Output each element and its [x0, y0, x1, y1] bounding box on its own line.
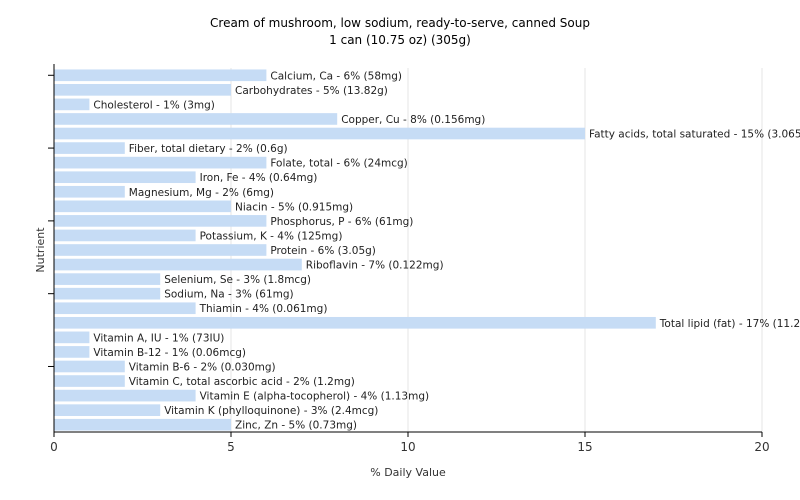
bar-label: Sodium, Na - 3% (61mg) — [164, 289, 293, 301]
bar-label: Calcium, Ca - 6% (58mg) — [270, 70, 402, 82]
bar — [54, 84, 231, 96]
bar — [54, 156, 267, 169]
bar-label: Protein - 6% (3.05g) — [270, 245, 376, 257]
bar-label: Riboflavin - 7% (0.122mg) — [306, 260, 444, 272]
x-tick-label: 20 — [754, 440, 769, 454]
bar — [54, 258, 302, 271]
x-tick-label: 15 — [577, 440, 592, 454]
bar-label: Fatty acids, total saturated - 15% (3.06… — [589, 129, 800, 141]
bar — [54, 98, 90, 111]
bar-label: Folate, total - 6% (24mcg) — [270, 158, 407, 170]
bar-label: Vitamin C, total ascorbic acid - 2% (1.2… — [129, 376, 355, 388]
bar — [54, 69, 267, 82]
bar — [54, 360, 125, 373]
bar — [54, 142, 125, 154]
bar — [54, 346, 90, 358]
bar — [54, 215, 267, 227]
bar-label: Selenium, Se - 3% (1.8mcg) — [164, 274, 311, 286]
y-ticks — [48, 74, 54, 367]
bar — [54, 287, 161, 300]
bar-label: Vitamin K (phylloquinone) - 3% (2.4mcg) — [164, 405, 378, 417]
bar — [54, 244, 267, 256]
bar-label: Total lipid (fat) - 17% (11.28g) — [659, 318, 800, 330]
bar — [54, 200, 231, 213]
bar-label: Vitamin E (alpha-tocopherol) - 4% (1.13m… — [200, 391, 430, 403]
bar-label: Vitamin A, IU - 1% (73IU) — [93, 332, 224, 344]
bar-label: Cholesterol - 1% (3mg) — [93, 99, 214, 111]
y-axis-label: Nutrient — [34, 227, 47, 273]
bar-label: Carbohydrates - 5% (13.82g) — [235, 85, 388, 97]
x-ticks: 0 5 10 15 20 — [50, 432, 770, 454]
bar — [54, 273, 161, 285]
bar — [54, 316, 656, 329]
bar — [54, 389, 196, 402]
bar-label: Vitamin B-12 - 1% (0.06mcg) — [93, 347, 246, 359]
bar — [54, 185, 125, 198]
chart-title: Cream of mushroom, low sodium, ready-to-… — [210, 16, 590, 30]
bar — [54, 331, 90, 344]
bar-label: Iron, Fe - 4% (0.64mg) — [200, 172, 318, 184]
bars: Calcium, Ca - 6% (58mg) Carbohydrates - 5… — [54, 69, 800, 432]
x-tick-label: 0 — [50, 440, 58, 454]
chart-subtitle: 1 can (10.75 oz) (305g) — [329, 33, 471, 47]
bar-label: Niacin - 5% (0.915mg) — [235, 201, 353, 213]
bar — [54, 404, 161, 416]
bar-label: Phosphorus, P - 6% (61mg) — [270, 216, 413, 228]
bar-label: Vitamin B-6 - 2% (0.030mg) — [129, 361, 276, 373]
x-axis-label: % Daily Value — [370, 466, 446, 479]
bar-label: Potassium, K - 4% (125mg) — [200, 230, 343, 242]
bar — [54, 113, 338, 125]
bar-label: Thiamin - 4% (0.061mg) — [199, 303, 328, 315]
bar — [54, 127, 585, 140]
bar — [54, 229, 196, 242]
bar — [54, 418, 231, 431]
bar — [54, 302, 196, 315]
bar-label: Zinc, Zn - 5% (0.73mg) — [235, 420, 357, 432]
bar — [54, 171, 196, 184]
bar-label: Fiber, total dietary - 2% (0.6g) — [129, 143, 288, 155]
bar-label: Copper, Cu - 8% (0.156mg) — [341, 114, 485, 126]
x-tick-label: 5 — [227, 440, 235, 454]
bar — [54, 375, 125, 387]
x-tick-label: 10 — [400, 440, 415, 454]
bar-label: Magnesium, Mg - 2% (6mg) — [129, 187, 274, 199]
